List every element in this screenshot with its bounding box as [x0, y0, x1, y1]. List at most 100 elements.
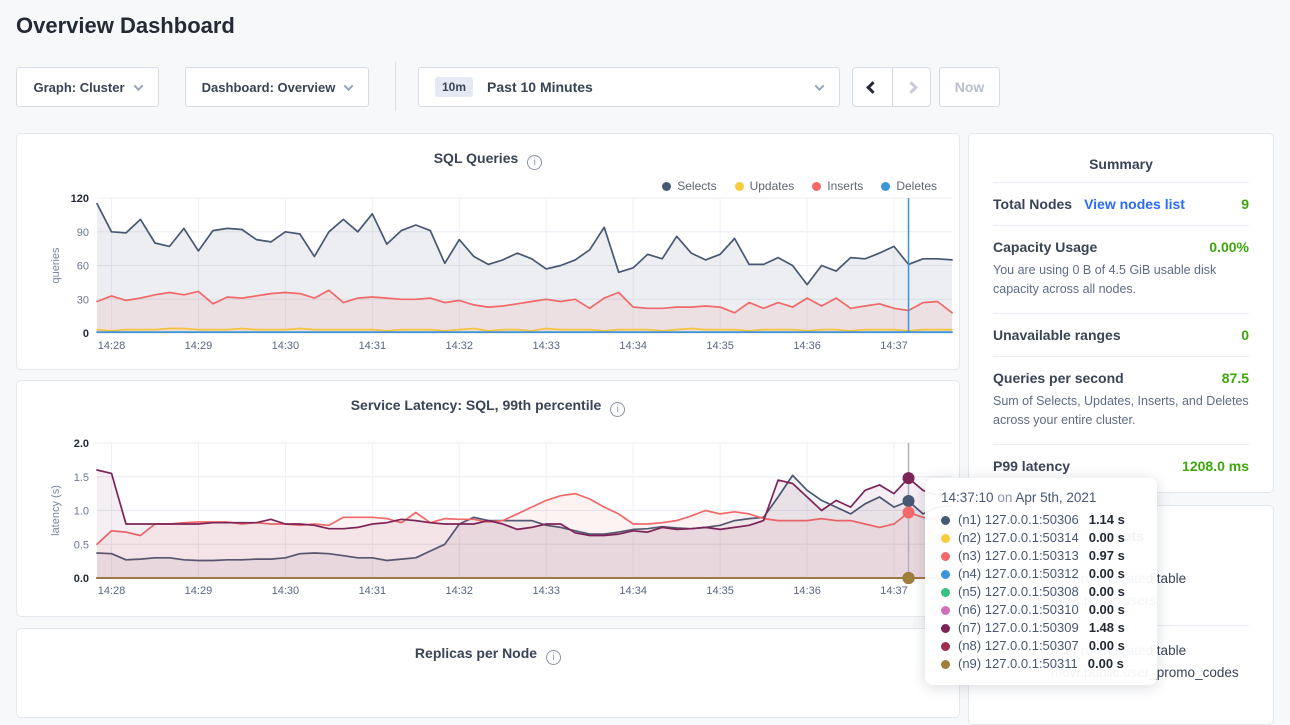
time-prev-button[interactable] — [853, 68, 892, 106]
qps-label: Queries per second — [993, 369, 1124, 386]
node-dot-icon — [941, 623, 950, 633]
svg-text:30: 30 — [77, 294, 89, 306]
svg-text:14:30: 14:30 — [272, 340, 300, 352]
tooltip-row: (n5) 127.0.0.1:50308 0.00 s — [941, 583, 1141, 601]
tooltip-node-value: 0.97 s — [1088, 548, 1125, 563]
info-icon[interactable]: i — [546, 650, 562, 665]
svg-text:14:35: 14:35 — [706, 585, 734, 597]
svg-text:14:34: 14:34 — [619, 585, 647, 597]
p99-latency-value: 1208.0 ms — [1182, 457, 1249, 474]
svg-text:queries: queries — [50, 247, 62, 284]
svg-text:1.0: 1.0 — [74, 506, 89, 518]
tooltip-node-label: (n6) 127.0.0.1:50310 — [958, 602, 1079, 617]
svg-text:14:36: 14:36 — [793, 340, 821, 352]
svg-text:14:29: 14:29 — [185, 340, 213, 352]
chevron-left-icon — [865, 80, 879, 94]
summary-p99: P99 latency 1208.0 ms — [993, 443, 1249, 487]
info-icon[interactable]: i — [527, 155, 543, 170]
tooltip-node-value: 1.14 s — [1088, 512, 1125, 527]
svg-text:0: 0 — [83, 328, 89, 340]
summary-unavailable: Unavailable ranges 0 — [993, 312, 1249, 356]
node-dot-icon — [941, 587, 950, 597]
total-nodes-label: Total Nodes — [993, 196, 1073, 212]
legend-item-updates[interactable]: Updates — [734, 179, 794, 193]
svg-text:14:37: 14:37 — [880, 585, 908, 597]
tooltip-node-value: 0.00 s — [1088, 566, 1125, 581]
svg-text:14:34: 14:34 — [619, 340, 647, 352]
node-dot-icon — [941, 569, 950, 579]
capacity-description: You are using 0 B of 4.5 GiB usable disk… — [993, 263, 1217, 297]
tooltip-node-label: (n2) 127.0.0.1:50314 — [958, 530, 1079, 545]
chevron-down-icon — [814, 80, 825, 91]
chevron-right-icon — [904, 80, 918, 94]
tooltip-node-value: 1.48 s — [1088, 620, 1125, 635]
chevron-down-icon — [133, 80, 143, 91]
tooltip-node-value: 0.00 s — [1088, 530, 1125, 545]
legend-label: Deletes — [896, 179, 937, 193]
svg-text:0.0: 0.0 — [74, 573, 89, 585]
sql-queries-legend: Selects Updates Inserts Deletes — [662, 179, 937, 193]
tooltip-node-value: 0.00 s — [1087, 656, 1124, 671]
svg-text:14:28: 14:28 — [98, 340, 126, 352]
tooltip-node-label: (n9) 127.0.0.1:50311 — [958, 656, 1078, 671]
time-next-button[interactable] — [891, 68, 931, 106]
tooltip-node-label: (n7) 127.0.0.1:50309 — [958, 620, 1079, 635]
view-nodes-list-link[interactable]: View nodes list — [1084, 196, 1185, 212]
svg-text:14:35: 14:35 — [706, 340, 734, 352]
graph-dropdown[interactable]: Graph: Cluster — [16, 67, 159, 107]
svg-text:120: 120 — [71, 193, 89, 205]
time-nav-group — [852, 67, 931, 107]
legend-item-deletes[interactable]: Deletes — [881, 179, 937, 193]
dashboard-dropdown[interactable]: Dashboard: Overview — [185, 67, 369, 107]
tooltip-row: (n7) 127.0.0.1:50309 1.48 s — [941, 619, 1141, 637]
chart-hover-tooltip: 14:37:10 on Apr 5th, 2021 (n1) 127.0.0.1… — [925, 478, 1157, 685]
tooltip-node-label: (n1) 127.0.0.1:50306 — [958, 512, 1079, 527]
legend-item-selects[interactable]: Selects — [662, 179, 717, 193]
node-dot-icon — [941, 605, 950, 615]
deletes-dot-icon — [881, 181, 891, 191]
inserts-dot-icon — [812, 181, 822, 191]
legend-label: Inserts — [827, 179, 864, 193]
service-latency-chart[interactable]: 0.0 0.5 1.0 1.5 2.0 14:28 14:29 14:30 14:31 14:32… — [49, 438, 961, 608]
now-button[interactable]: Now — [939, 67, 1000, 107]
node-dot-icon — [941, 515, 950, 525]
tooltip-time: 14:37:10 — [941, 490, 994, 505]
unavailable-ranges-value: 0 — [1241, 326, 1249, 343]
summary-header: Summary — [1089, 156, 1153, 172]
capacity-value: 0.00% — [1209, 239, 1249, 255]
svg-text:0.5: 0.5 — [74, 539, 89, 551]
updates-dot-icon — [734, 181, 744, 191]
tooltip-node-label: (n4) 127.0.0.1:50312 — [958, 566, 1079, 581]
legend-item-inserts[interactable]: Inserts — [812, 179, 863, 193]
time-range-dropdown[interactable]: 10m Past 10 Minutes — [418, 67, 840, 107]
replicas-per-node-title: Replicas per Node — [414, 645, 538, 661]
svg-text:14:29: 14:29 — [185, 585, 213, 597]
tooltip-node-label: (n5) 127.0.0.1:50308 — [958, 584, 1079, 599]
svg-text:latency (s): latency (s) — [50, 485, 62, 536]
node-dot-icon — [941, 659, 950, 669]
qps-description: Sum of Selects, Updates, Inserts, and De… — [993, 393, 1249, 428]
total-nodes-value: 9 — [1241, 196, 1249, 212]
svg-text:1.5: 1.5 — [74, 472, 89, 484]
tooltip-timestamp: 14:37:10 on Apr 5th, 2021 — [941, 490, 1141, 505]
svg-text:2.0: 2.0 — [74, 438, 89, 450]
tooltip-row: (n4) 127.0.0.1:50312 0.00 s — [941, 565, 1141, 583]
service-latency-panel: Service Latency: SQL, 99th percentile i 0… — [16, 380, 960, 617]
svg-text:14:32: 14:32 — [446, 340, 474, 352]
time-range-badge: 10m — [435, 77, 474, 97]
tooltip-row: (n3) 127.0.0.1:50313 0.97 s — [941, 547, 1141, 565]
sql-queries-chart[interactable]: 0 30 60 90 120 14:28 14:29 14:30 14:31 14:32 14:33… — [49, 193, 961, 363]
graph-dropdown-label: Graph: Cluster — [33, 79, 125, 95]
service-latency-title: Service Latency: SQL, 99th percentile — [350, 397, 602, 413]
p99-latency-label: P99 latency — [993, 457, 1071, 474]
sql-queries-panel: SQL Queries i Selects Updates Inserts Del… — [16, 133, 960, 370]
tooltip-node-value: 0.00 s — [1088, 602, 1125, 617]
tooltip-node-label: (n8) 127.0.0.1:50307 — [958, 638, 1079, 653]
capacity-label: Capacity Usage — [993, 239, 1098, 255]
toolbar-divider — [395, 62, 396, 111]
sql-queries-title: SQL Queries — [433, 150, 519, 166]
svg-text:14:28: 14:28 — [98, 585, 126, 597]
info-icon[interactable]: i — [610, 402, 626, 417]
tooltip-date: Apr 5th, 2021 — [1015, 490, 1097, 505]
tooltip-row: (n6) 127.0.0.1:50310 0.00 s — [941, 601, 1141, 619]
